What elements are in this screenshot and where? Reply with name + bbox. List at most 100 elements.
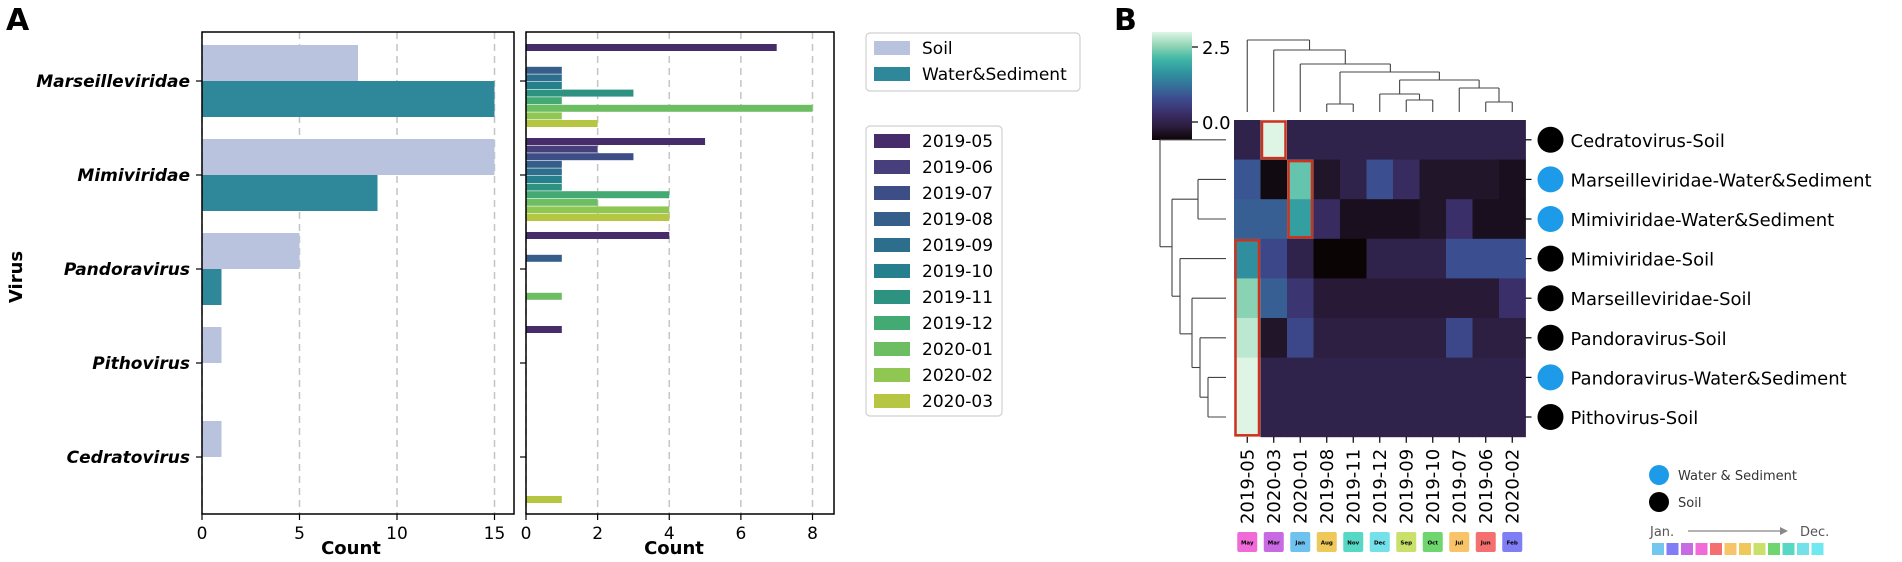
legend-b-swatch-10 (874, 394, 910, 408)
heatmap-cell-4-7 (1419, 278, 1447, 319)
heatmap-cell-4-6 (1393, 278, 1420, 319)
heatmap-cell-5-0 (1234, 318, 1261, 358)
heatmap-cell-7-8 (1446, 397, 1473, 438)
month-badge-label-9: Jun (1480, 541, 1491, 547)
col-label-7: 2019-10 (1423, 449, 1444, 524)
row-label-7: Pithovirus-Soil (1571, 408, 1699, 429)
bar-b-2019-10-0 (526, 82, 562, 89)
heatmap-cell-0-2 (1287, 120, 1314, 160)
bar-b-2020-02-1 (526, 206, 670, 214)
legend-habitat: Soil Water&Sediment (865, 32, 1081, 92)
bar-a-soil-1 (202, 139, 495, 175)
heatmap-cell-5-7 (1419, 318, 1447, 358)
heatmap-cell-2-2 (1287, 199, 1314, 240)
colorbar (1152, 32, 1192, 140)
month-badge-9 (1475, 532, 1496, 552)
highlight-2020-03 (1260, 120, 1287, 160)
legend-b-label-5: 2019-10 (922, 262, 993, 282)
month-badge-label-0: May (1241, 541, 1254, 547)
month-badge-label-8: Jul (1454, 541, 1463, 547)
legend-b-swatch-3 (874, 212, 910, 226)
bar-b-2020-03-1 (526, 214, 670, 221)
legend-a-swatch-0 (874, 41, 910, 55)
row-group-dot-6 (1537, 364, 1564, 391)
month-badge-4 (1343, 532, 1364, 552)
heatmap-cell-0-4 (1340, 120, 1367, 160)
group-legend-label-1: Soil (1678, 496, 1701, 511)
heatmap-cell-7-2 (1287, 397, 1314, 438)
col-label-3: 2019-08 (1317, 449, 1338, 524)
heatmap-cell-0-6 (1393, 120, 1420, 160)
row-group-dot-7 (1537, 404, 1564, 430)
row-label-6: Pandoravirus-Water&Sediment (1571, 368, 1847, 389)
heatmap-cell-5-1 (1260, 318, 1288, 358)
month-scale-swatch-7 (1753, 543, 1766, 555)
heatmap-cell-0-9 (1472, 120, 1500, 160)
bar-b-2019-05-2 (526, 232, 670, 239)
col-label-9: 2019-06 (1476, 449, 1497, 524)
heatmap-cell-2-4 (1340, 199, 1367, 240)
month-scale-swatch-10 (1797, 543, 1809, 555)
heatmap-cell-4-10 (1499, 278, 1526, 319)
x-tick-label-b-1: 2 (592, 524, 603, 544)
x-tick-label-a-2: 10 (386, 524, 408, 544)
heatmap-cell-3-8 (1446, 238, 1473, 279)
colorbar-tick-label-1: 0.0 (1202, 113, 1231, 134)
legend-b-swatch-7 (874, 316, 910, 330)
bar-b-2020-01-1 (526, 198, 598, 206)
legend-b-label-1: 2019-06 (922, 158, 993, 178)
colorbar-tick-label-0: 2.5 (1202, 38, 1231, 59)
legend-b-swatch-8 (874, 342, 910, 356)
heatmap-cell-4-5 (1366, 278, 1394, 319)
heatmap-cell-6-8 (1446, 357, 1473, 398)
heatmap-cell-6-9 (1472, 357, 1500, 398)
category-label-3: Pithovirus (92, 354, 190, 374)
heatmap-cell-4-0 (1234, 278, 1261, 319)
heatmap-cell-5-3 (1313, 318, 1341, 358)
legend-b-swatch-1 (874, 160, 910, 174)
heatmap-cell-6-0 (1234, 357, 1261, 398)
month-badge-label-6: Sep (1400, 541, 1412, 547)
heatmap-cell-4-1 (1260, 278, 1288, 319)
bar-b-2019-08-2 (526, 254, 562, 262)
bar-a-soil-4 (202, 421, 222, 457)
heatmap-panel: 2.5 0.0 Cedratovirus-Soil Marseilleviridae-… (1152, 32, 1872, 555)
heatmap-cell-1-8 (1446, 159, 1473, 200)
month-badge-label-10: Feb (1507, 541, 1518, 547)
bar-b-2020-01-2 (526, 292, 562, 300)
bar-a-water-sediment-1 (202, 175, 378, 211)
heatmap-cell-2-9 (1472, 199, 1500, 240)
month-badge-label-2: Jan (1294, 541, 1305, 547)
heatmap-cell-0-3 (1313, 120, 1341, 160)
bar-b-2019-09-1 (526, 168, 562, 176)
row-group-dot-1 (1537, 166, 1564, 193)
month-badge-label-3: Aug (1321, 541, 1333, 547)
group-legend-dot-1 (1649, 492, 1669, 512)
heatmap-cell-2-5 (1366, 199, 1394, 240)
bar-b-2020-03-4 (526, 496, 562, 503)
heatmap-cell-3-5 (1366, 238, 1394, 279)
month-scale-swatch-2 (1681, 543, 1693, 555)
legend-b-swatch-2 (874, 186, 910, 200)
heatmap-cell-0-7 (1419, 120, 1447, 160)
month-scale-swatch-6 (1739, 543, 1751, 555)
heatmap-cell-5-4 (1340, 318, 1367, 358)
legend-b-swatch-9 (874, 368, 910, 382)
heatmap-cell-7-3 (1313, 397, 1341, 438)
x-axis-label-right: Count (644, 538, 704, 559)
col-label-5: 2019-12 (1370, 449, 1391, 524)
heatmap-cell-7-6 (1393, 397, 1420, 438)
month-badge-label-1: Mar (1268, 541, 1280, 547)
col-label-2: 2020-01 (1290, 449, 1311, 524)
row-label-3: Mimiviridae-Soil (1571, 250, 1715, 271)
heatmap-cell-6-4 (1340, 357, 1367, 398)
row-label-4: Marseilleviridae-Soil (1571, 289, 1752, 310)
heatmap-cell-2-7 (1419, 199, 1447, 240)
legend-b-swatch-6 (874, 290, 910, 304)
row-group-dot-2 (1537, 206, 1564, 232)
heatmap-cell-5-6 (1393, 318, 1420, 358)
bar-b-2019-06-1 (526, 145, 598, 153)
month-scale-swatch-9 (1782, 543, 1795, 555)
legend-b-label-9: 2020-02 (922, 366, 993, 386)
heatmap-cell-5-9 (1472, 318, 1500, 358)
